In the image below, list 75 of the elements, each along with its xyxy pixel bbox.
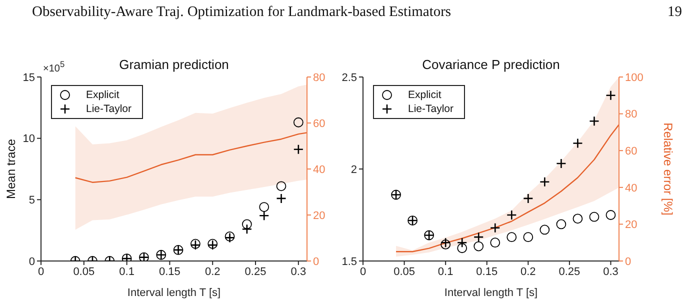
point xyxy=(540,224,550,235)
point xyxy=(523,232,534,242)
text: Observability-Aware Traj. Optimization for Landmark-based Estimators xyxy=(32,4,452,21)
y2-tick-label: 40 xyxy=(313,164,326,176)
x-tick-label: 0.05 xyxy=(73,266,95,278)
x-tick-label: 0.15 xyxy=(476,266,498,278)
point xyxy=(556,219,566,230)
point xyxy=(258,210,270,221)
point xyxy=(589,212,600,222)
point xyxy=(490,222,500,234)
x-tick-label: 0.05 xyxy=(394,266,415,278)
y-tick-label: 10 xyxy=(22,133,35,146)
y-tick-label: 5 xyxy=(28,194,35,207)
point xyxy=(606,210,616,220)
y-tick-label: 2.5 xyxy=(342,72,357,84)
y-tick-label: 2 xyxy=(350,164,357,176)
point xyxy=(572,214,583,224)
x-tick-label: 0 xyxy=(38,266,44,278)
text: 19 xyxy=(668,4,682,21)
y2-tick-label: 100 xyxy=(625,72,644,84)
y2-tick-label: 60 xyxy=(313,118,326,130)
point xyxy=(276,181,286,192)
x-tick-label: 0.2 xyxy=(204,266,220,278)
line-series xyxy=(74,132,307,183)
x-tick-label: 0.1 xyxy=(119,266,134,278)
x-tick-label: 0.15 xyxy=(159,266,180,278)
x-tick-label: 0.25 xyxy=(244,266,266,278)
x-tick-label: 0.3 xyxy=(290,266,306,278)
y2-axis-title: Relative error [%] xyxy=(661,122,675,216)
point xyxy=(606,90,616,101)
legend-label: Lie-Taylor xyxy=(408,103,454,115)
y2-tick-label: 20 xyxy=(625,219,638,232)
y-tick-label: 0 xyxy=(28,256,35,268)
point xyxy=(474,241,484,252)
point xyxy=(276,193,286,204)
point xyxy=(572,138,583,148)
y2-tick-label: 80 xyxy=(625,108,638,121)
x-tick-label: 0.2 xyxy=(520,266,536,278)
y2-tick-label: 40 xyxy=(625,182,638,194)
x-axis-title: Interval length T [s] xyxy=(127,287,221,299)
point xyxy=(457,243,468,254)
point xyxy=(506,232,517,242)
point xyxy=(589,116,600,126)
text: ×10$^{5}$ xyxy=(43,59,65,74)
point xyxy=(293,144,304,155)
x-axis-title: Interval length T [s] xyxy=(444,287,538,299)
point xyxy=(473,232,484,242)
point xyxy=(293,117,304,128)
x-tick-label: 0 xyxy=(360,266,366,278)
chart-title: Covariance P prediction xyxy=(421,57,561,72)
legend-label: Lie-Taylor xyxy=(86,103,132,115)
y-tick-label: 1.5 xyxy=(342,256,357,268)
y-tick-label: 15 xyxy=(22,72,35,84)
y-axis-title: Mean trace xyxy=(4,138,18,200)
y2-tick-label: 60 xyxy=(625,146,638,158)
y2-tick-label: 20 xyxy=(313,210,326,222)
point xyxy=(506,210,517,220)
legend-label: Explicit xyxy=(86,89,120,101)
x-tick-label: 0.1 xyxy=(438,266,454,278)
point xyxy=(556,158,566,169)
legend-label: Explicit xyxy=(408,89,442,101)
point xyxy=(456,237,468,248)
point xyxy=(523,193,534,204)
x-tick-label: 0.3 xyxy=(603,266,618,278)
x-tick-label: 0.25 xyxy=(558,266,580,278)
y2-tick-label: 0 xyxy=(313,256,320,268)
point xyxy=(540,176,550,188)
point xyxy=(259,202,270,212)
point xyxy=(242,219,252,230)
point xyxy=(242,224,252,234)
y2-tick-label: 0 xyxy=(625,256,632,268)
chart-title: Gramian prediction xyxy=(119,57,229,72)
line-series xyxy=(395,124,619,252)
y2-tick-label: 80 xyxy=(313,72,326,84)
point xyxy=(490,238,500,248)
